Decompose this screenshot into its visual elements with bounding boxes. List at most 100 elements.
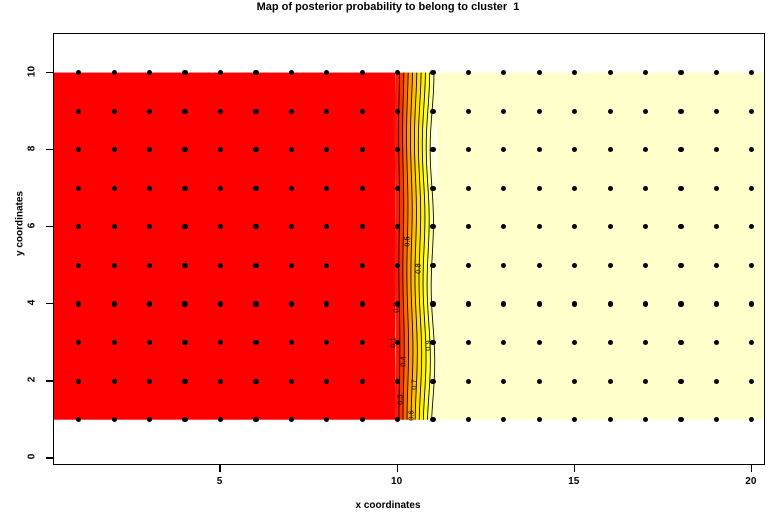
grid-point-marker bbox=[465, 301, 472, 307]
grid-point-marker bbox=[76, 301, 82, 307]
y-tick-label: 4 bbox=[26, 299, 38, 306]
grid-point-marker bbox=[465, 339, 472, 346]
grid-point-marker bbox=[678, 185, 684, 191]
grid-point-marker bbox=[607, 108, 613, 114]
grid-point-marker bbox=[501, 108, 507, 114]
grid-point-marker bbox=[76, 69, 82, 76]
grid-point-marker bbox=[359, 417, 365, 423]
grid-point-marker bbox=[430, 378, 436, 384]
grid-point-marker bbox=[536, 69, 542, 76]
grid-point-marker bbox=[430, 262, 436, 269]
grid-point-marker bbox=[324, 185, 330, 191]
grid-point-marker bbox=[76, 378, 82, 384]
grid-point-marker bbox=[182, 69, 188, 76]
grid-point-marker bbox=[288, 185, 294, 191]
contour-line-layer bbox=[398, 72, 436, 420]
grid-point-marker bbox=[111, 339, 117, 346]
grid-point-marker bbox=[76, 339, 82, 346]
grid-point-marker bbox=[536, 262, 542, 269]
grid-point-marker bbox=[76, 262, 82, 269]
grid-point-marker bbox=[430, 301, 436, 307]
grid-point-marker bbox=[359, 339, 365, 346]
grid-point-marker bbox=[147, 147, 153, 153]
grid-point-marker bbox=[749, 301, 755, 307]
grid-point-marker bbox=[359, 147, 365, 153]
grid-point-marker bbox=[253, 224, 259, 230]
grid-point-marker bbox=[288, 262, 294, 269]
grid-point-marker bbox=[253, 262, 259, 269]
grid-point-marker bbox=[713, 224, 719, 230]
grid-point-marker bbox=[536, 147, 542, 153]
grid-point-marker bbox=[359, 301, 365, 307]
grid-point-marker bbox=[324, 417, 330, 423]
contour-label: 0.5 bbox=[402, 236, 412, 247]
grid-point-marker bbox=[678, 301, 684, 307]
grid-point-marker bbox=[713, 147, 719, 153]
grid-point-marker bbox=[536, 378, 542, 384]
grid-point-marker bbox=[288, 378, 294, 384]
grid-point-marker bbox=[713, 108, 719, 114]
x-tick-label: 15 bbox=[568, 476, 580, 487]
grid-point-marker bbox=[359, 185, 365, 191]
grid-point-marker bbox=[395, 262, 401, 269]
grid-point-marker bbox=[465, 378, 472, 384]
grid-point-marker bbox=[217, 262, 224, 269]
grid-point-marker bbox=[572, 147, 578, 153]
grid-point-marker bbox=[324, 339, 330, 346]
grid-point-marker bbox=[253, 417, 259, 423]
grid-point-marker bbox=[253, 185, 259, 191]
grid-point-marker bbox=[395, 69, 401, 76]
grid-point-marker bbox=[607, 417, 613, 423]
grid-point-marker bbox=[607, 262, 613, 269]
grid-point-marker bbox=[395, 147, 401, 153]
grid-point-marker bbox=[607, 301, 613, 307]
grid-point-marker bbox=[678, 147, 684, 153]
grid-point-marker bbox=[253, 147, 259, 153]
grid-point-marker bbox=[536, 417, 542, 423]
grid-point-marker bbox=[713, 69, 719, 76]
grid-point-marker bbox=[430, 224, 436, 230]
grid-point-marker bbox=[253, 378, 259, 384]
grid-point-marker bbox=[713, 301, 719, 307]
grid-point-marker bbox=[642, 378, 649, 384]
plot-area: 0.2 0.5 0.8 0.9 0.1 0.4 0.7 0.3 0.6 bbox=[53, 33, 765, 465]
grid-point-marker bbox=[217, 69, 224, 76]
grid-point-marker bbox=[217, 185, 224, 191]
grid-point-marker bbox=[713, 378, 719, 384]
grid-point-marker bbox=[501, 224, 507, 230]
contour-label: 0.4 bbox=[399, 356, 409, 367]
y-tick-mark bbox=[46, 303, 53, 305]
grid-point-marker bbox=[501, 301, 507, 307]
grid-point-marker bbox=[536, 339, 542, 346]
grid-point-marker bbox=[324, 262, 330, 269]
grid-point-marker bbox=[536, 224, 542, 230]
x-tick-mark bbox=[219, 465, 221, 472]
grid-point-marker bbox=[324, 378, 330, 384]
grid-point-marker bbox=[607, 185, 613, 191]
contour-label: 0.2 bbox=[392, 302, 402, 313]
grid-point-marker bbox=[324, 108, 330, 114]
grid-point-marker bbox=[359, 378, 365, 384]
page-title: Map of posterior probability to belong t… bbox=[256, 1, 520, 13]
grid-point-marker bbox=[430, 417, 436, 423]
grid-point-marker bbox=[501, 262, 507, 269]
grid-point-marker bbox=[147, 301, 153, 307]
grid-point-marker bbox=[288, 224, 294, 230]
grid-point-marker bbox=[111, 69, 117, 76]
y-tick-mark bbox=[46, 380, 53, 382]
grid-point-marker bbox=[147, 417, 153, 423]
grid-point-marker bbox=[749, 69, 755, 76]
grid-point-marker bbox=[182, 378, 188, 384]
x-tick-label: 5 bbox=[216, 476, 223, 487]
grid-point-marker bbox=[749, 108, 755, 114]
grid-point-marker bbox=[678, 108, 684, 114]
x-tick-mark bbox=[573, 465, 576, 472]
grid-point-marker bbox=[182, 301, 188, 307]
grid-point-marker bbox=[678, 224, 684, 230]
grid-point-marker bbox=[572, 69, 578, 76]
y-axis-label: y coordinates bbox=[14, 190, 26, 257]
grid-point-marker bbox=[359, 108, 365, 114]
contour-label: 0.1 bbox=[388, 336, 398, 348]
grid-point-marker bbox=[501, 417, 507, 423]
grid-point-marker bbox=[642, 147, 649, 153]
